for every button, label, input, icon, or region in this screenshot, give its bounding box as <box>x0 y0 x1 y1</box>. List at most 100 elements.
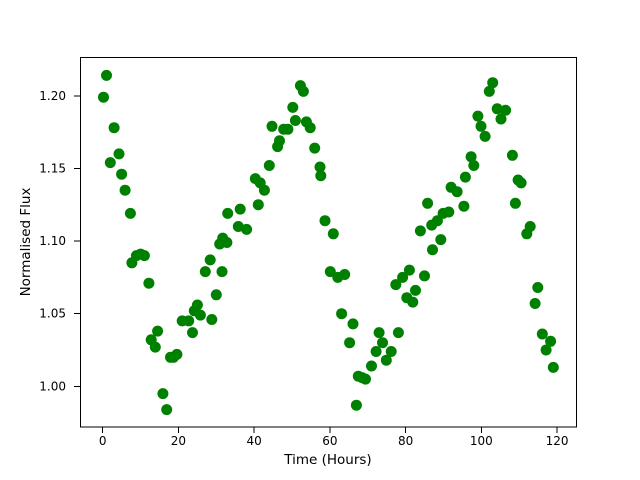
x-tick-label: 120 <box>546 434 569 448</box>
y-tick-label: 1.05 <box>39 307 66 321</box>
data-point <box>385 346 397 357</box>
data-point <box>297 85 309 97</box>
data-point <box>435 234 447 246</box>
data-point <box>108 122 120 134</box>
data-point <box>336 308 348 320</box>
data-point <box>315 170 327 182</box>
data-point <box>183 315 195 327</box>
data-point <box>458 200 470 212</box>
x-tick-label: 60 <box>322 434 337 448</box>
data-point <box>495 113 507 125</box>
data-point <box>479 130 491 142</box>
data-point <box>234 203 246 215</box>
data-point <box>274 135 285 147</box>
data-point <box>427 244 438 256</box>
data-point <box>491 103 503 115</box>
data-point <box>468 160 480 171</box>
data-point <box>289 115 301 126</box>
data-point <box>465 151 477 163</box>
data-point <box>509 197 521 209</box>
data-point <box>347 318 359 330</box>
data-point <box>540 344 552 356</box>
data-point <box>327 228 339 240</box>
data-point <box>475 120 487 132</box>
data-point <box>113 148 125 160</box>
data-point <box>500 104 512 116</box>
data-point <box>472 110 484 122</box>
data-point <box>191 299 203 311</box>
data-point <box>419 270 430 282</box>
data-point <box>339 269 351 280</box>
data-point <box>138 250 150 262</box>
data-point <box>241 223 253 235</box>
data-point <box>414 225 426 237</box>
data-point <box>222 207 234 219</box>
data-point <box>206 314 218 325</box>
data-point <box>397 271 409 283</box>
data-point <box>171 348 183 360</box>
axes-ticks-layer: 0 20 40 60 80 100 120 1.00 1.05 1.10 1.15 1.20 <box>39 89 568 448</box>
data-point <box>314 161 326 173</box>
data-point <box>390 279 402 291</box>
data-point <box>199 266 211 278</box>
data-point <box>232 221 244 232</box>
data-point <box>161 404 173 416</box>
data-point <box>407 296 419 308</box>
data-point <box>443 206 455 218</box>
data-point <box>360 373 371 385</box>
data-point <box>377 337 388 349</box>
data-point <box>545 335 557 347</box>
data-point <box>506 149 518 161</box>
data-point <box>258 184 270 196</box>
data-point <box>373 327 385 339</box>
data-point <box>344 337 356 349</box>
x-axis-label: Time (Hours) <box>283 452 371 468</box>
data-point <box>403 264 415 276</box>
data-point <box>119 184 131 196</box>
x-tick-label: 0 <box>99 434 107 448</box>
data-point <box>536 328 548 340</box>
x-tick-label: 40 <box>247 434 262 448</box>
data-point <box>152 325 164 337</box>
data-point <box>282 123 294 135</box>
data-point <box>104 157 116 169</box>
data-point <box>149 341 161 353</box>
data-point <box>252 199 264 211</box>
data-points-layer <box>98 69 559 416</box>
y-tick-label: 1.10 <box>39 234 66 248</box>
data-point <box>216 266 228 278</box>
data-point <box>98 91 109 103</box>
data-point <box>187 327 198 339</box>
data-point <box>319 215 331 227</box>
data-point <box>266 120 278 132</box>
y-tick-label: 1.00 <box>39 379 66 393</box>
data-point <box>410 284 421 296</box>
x-tick-label: 80 <box>398 434 413 448</box>
axes-frame <box>80 57 577 428</box>
data-point <box>350 399 362 411</box>
y-axis-label: Normalised Flux <box>18 188 34 297</box>
data-point <box>324 266 336 278</box>
data-point <box>380 354 392 366</box>
data-point <box>210 289 222 301</box>
data-point <box>483 85 495 97</box>
data-point <box>451 186 463 198</box>
data-point <box>304 122 316 134</box>
data-point <box>157 388 169 400</box>
y-tick-label: 1.20 <box>39 89 66 103</box>
data-point <box>532 282 544 293</box>
data-point <box>124 207 136 219</box>
data-point <box>529 298 541 309</box>
data-point <box>487 77 499 89</box>
data-point <box>194 309 206 321</box>
data-point <box>459 171 471 183</box>
x-tick-label: 20 <box>171 434 186 448</box>
y-tick-label: 1.15 <box>39 161 66 175</box>
data-point <box>263 160 275 171</box>
plot-area <box>80 58 576 427</box>
data-point <box>116 168 128 180</box>
data-point <box>101 69 112 81</box>
data-point <box>221 237 233 248</box>
data-point <box>204 254 216 266</box>
